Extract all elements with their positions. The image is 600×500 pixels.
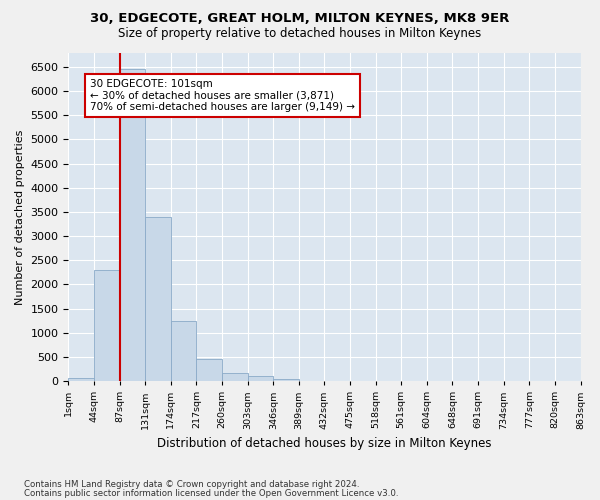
Bar [248,376,273,381]
Text: Size of property relative to detached houses in Milton Keynes: Size of property relative to detached ho… [118,28,482,40]
Text: 30, EDGECOTE, GREAT HOLM, MILTON KEYNES, MK8 9ER: 30, EDGECOTE, GREAT HOLM, MILTON KEYNES,… [91,12,509,26]
X-axis label: Distribution of detached houses by size in Milton Keynes: Distribution of detached houses by size … [157,437,492,450]
Bar [94,270,119,381]
Bar [273,378,299,381]
Text: 30 EDGECOTE: 101sqm
← 30% of detached houses are smaller (3,871)
70% of semi-det: 30 EDGECOTE: 101sqm ← 30% of detached ho… [90,79,355,112]
Bar [119,70,145,381]
Bar [145,217,171,381]
Text: Contains HM Land Registry data © Crown copyright and database right 2024.: Contains HM Land Registry data © Crown c… [24,480,359,489]
Bar [171,320,196,381]
Bar [68,378,94,381]
Text: Contains public sector information licensed under the Open Government Licence v3: Contains public sector information licen… [24,489,398,498]
Bar [222,373,248,381]
Y-axis label: Number of detached properties: Number of detached properties [15,129,25,304]
Bar [196,359,222,381]
